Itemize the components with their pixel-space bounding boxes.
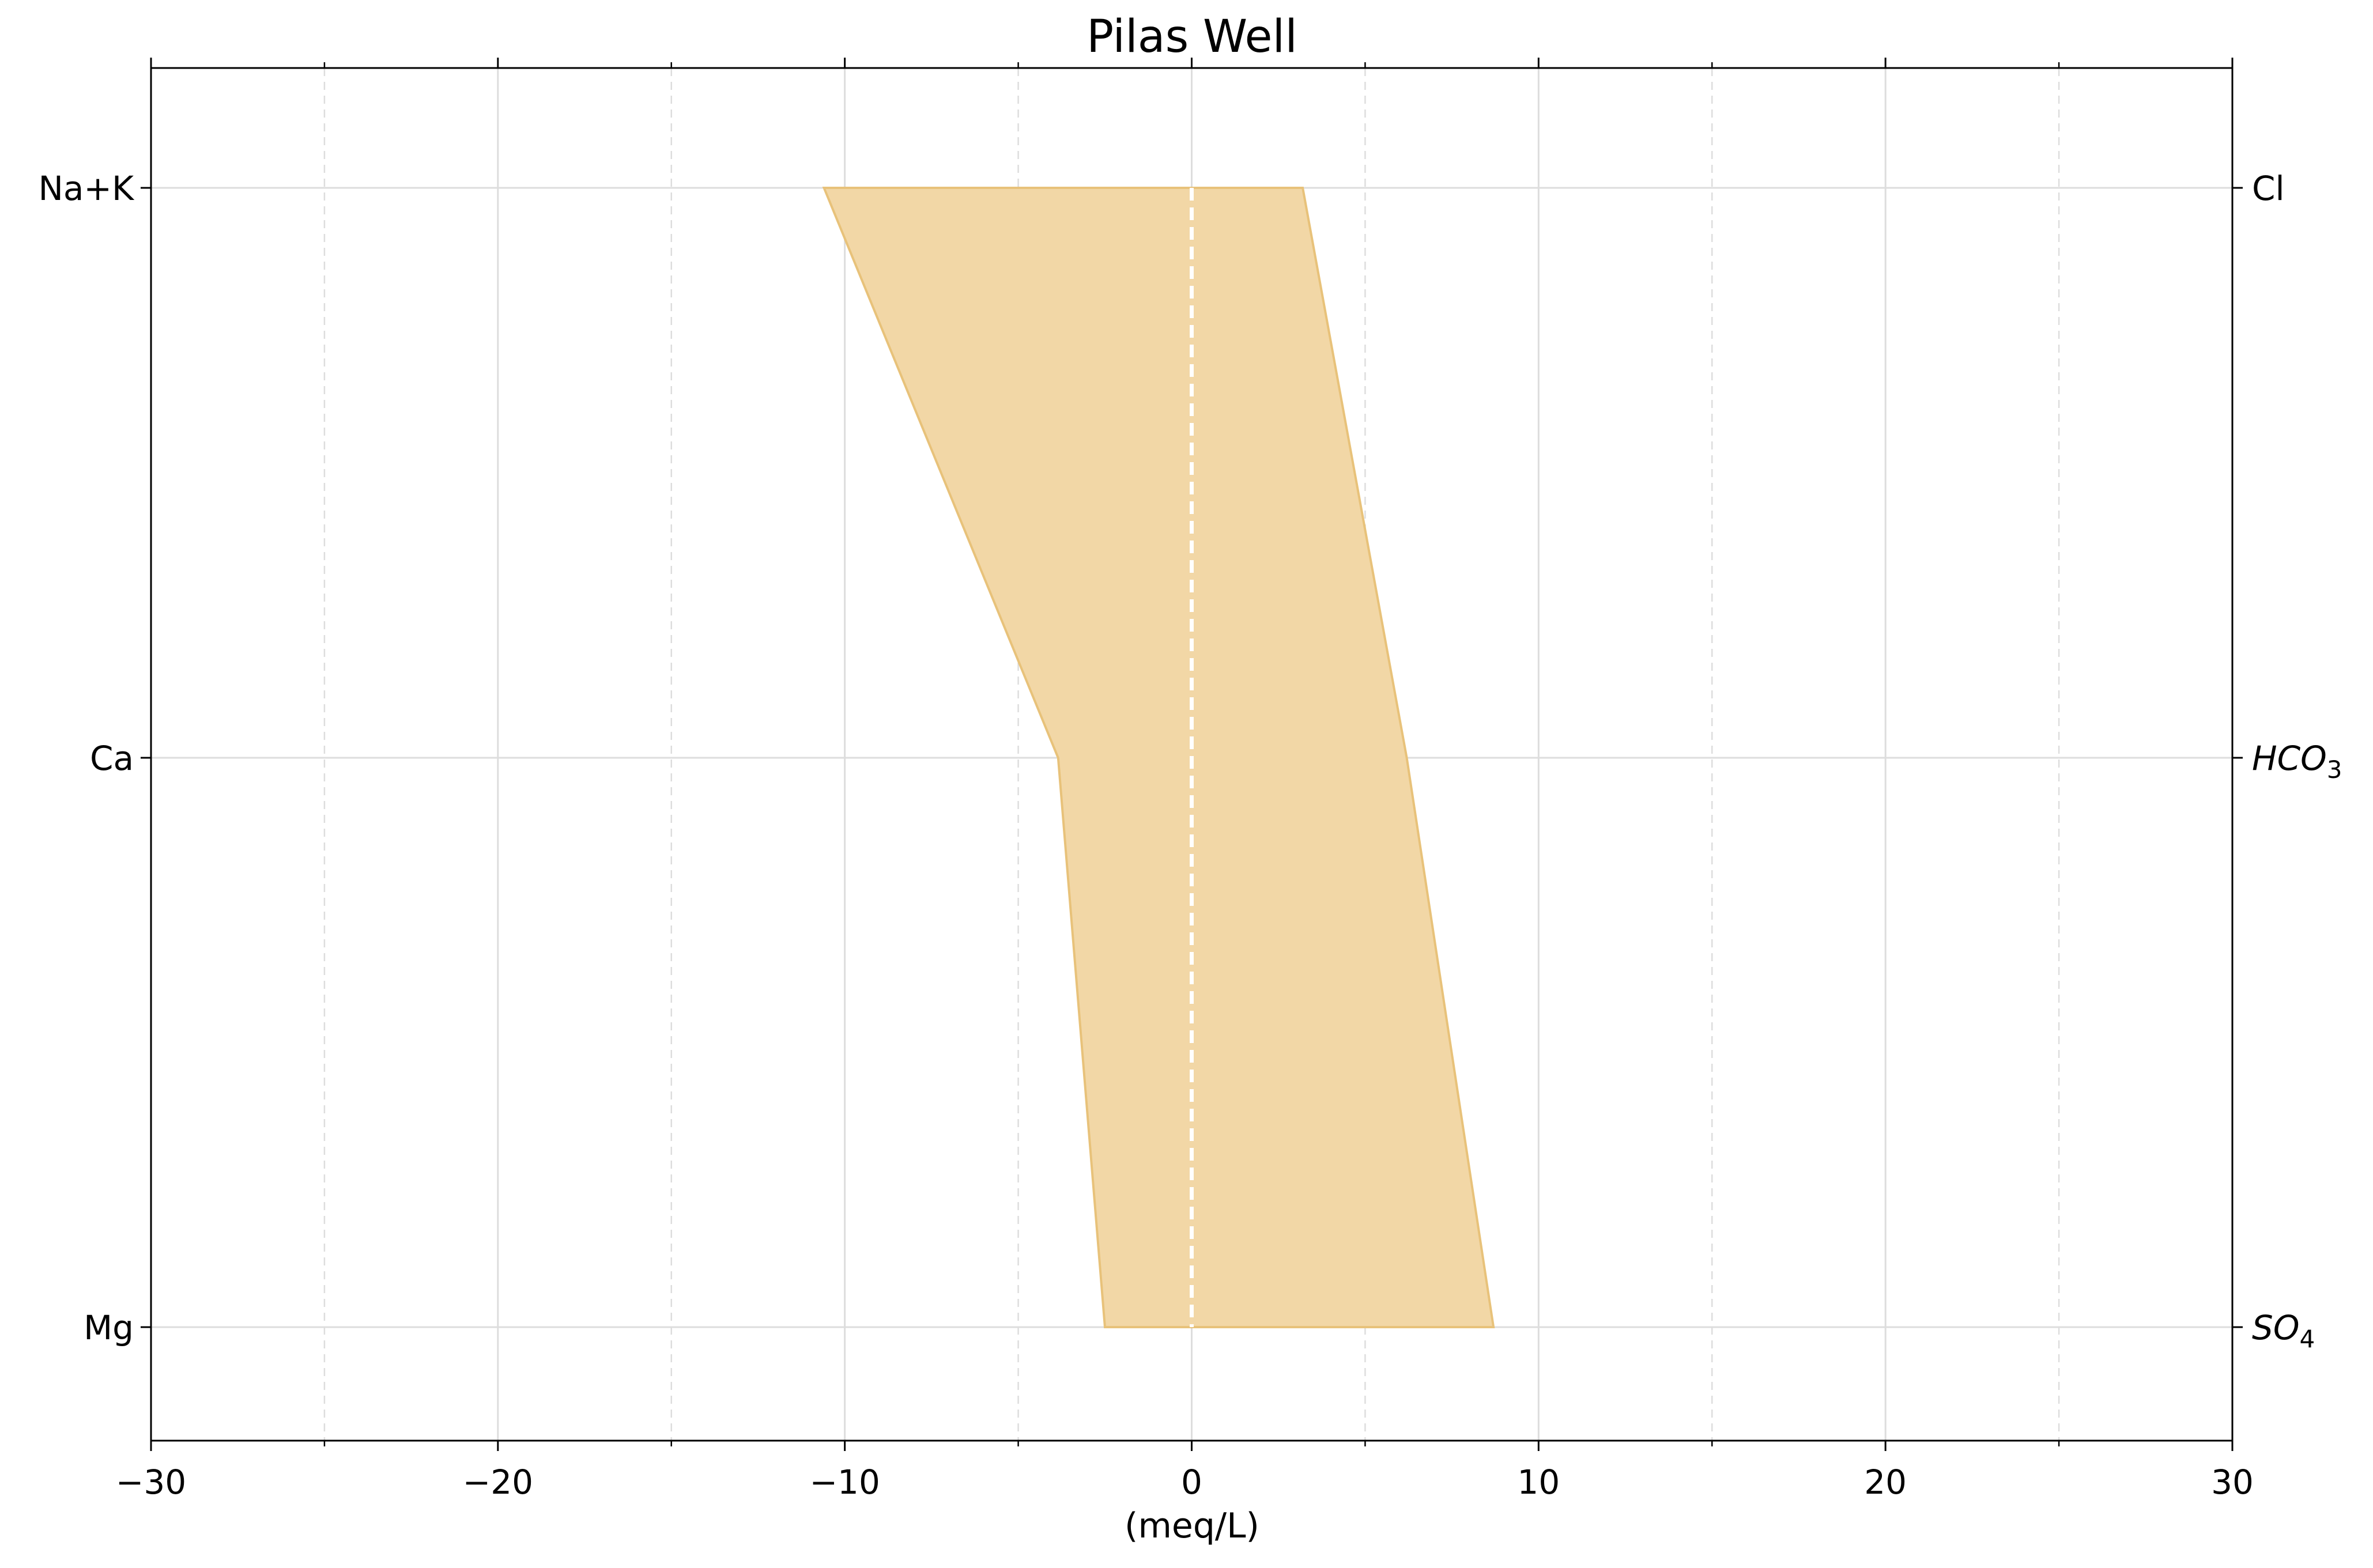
- x-tick-label: 10: [1517, 1463, 1560, 1502]
- tick-labels: −30 −20 −10 0 10 20 30 Na+K Cl Ca HCO3 Mg SO4: [38, 169, 2342, 1502]
- chart-title: Pilas Well: [1086, 11, 1297, 63]
- cation-label: Mg: [84, 1308, 134, 1347]
- tick-marks: [141, 58, 2243, 1451]
- anion-label: Cl: [2252, 169, 2285, 208]
- x-tick-label: −20: [463, 1463, 533, 1502]
- stiff-polygon: [822, 187, 1495, 1328]
- x-tick-label: −10: [809, 1463, 880, 1502]
- anion-label-subscript: 3: [2327, 755, 2342, 784]
- anion-label: HCO3: [2252, 739, 2342, 784]
- cation-label: Na+K: [38, 169, 135, 208]
- anion-label-base: SO: [2252, 1308, 2299, 1347]
- x-tick-label: −30: [116, 1463, 186, 1502]
- anion-label: SO4: [2252, 1308, 2315, 1353]
- x-tick-label: 0: [1181, 1463, 1202, 1502]
- x-axis-label: (meq/L): [1125, 1506, 1259, 1546]
- cation-label: Ca: [90, 739, 134, 778]
- anion-label-base: HCO: [2252, 739, 2327, 778]
- x-tick-label: 30: [2211, 1463, 2254, 1502]
- anion-label-subscript: 4: [2299, 1325, 2315, 1353]
- x-tick-label: 20: [1864, 1463, 1907, 1502]
- plot-area: [822, 187, 1495, 1328]
